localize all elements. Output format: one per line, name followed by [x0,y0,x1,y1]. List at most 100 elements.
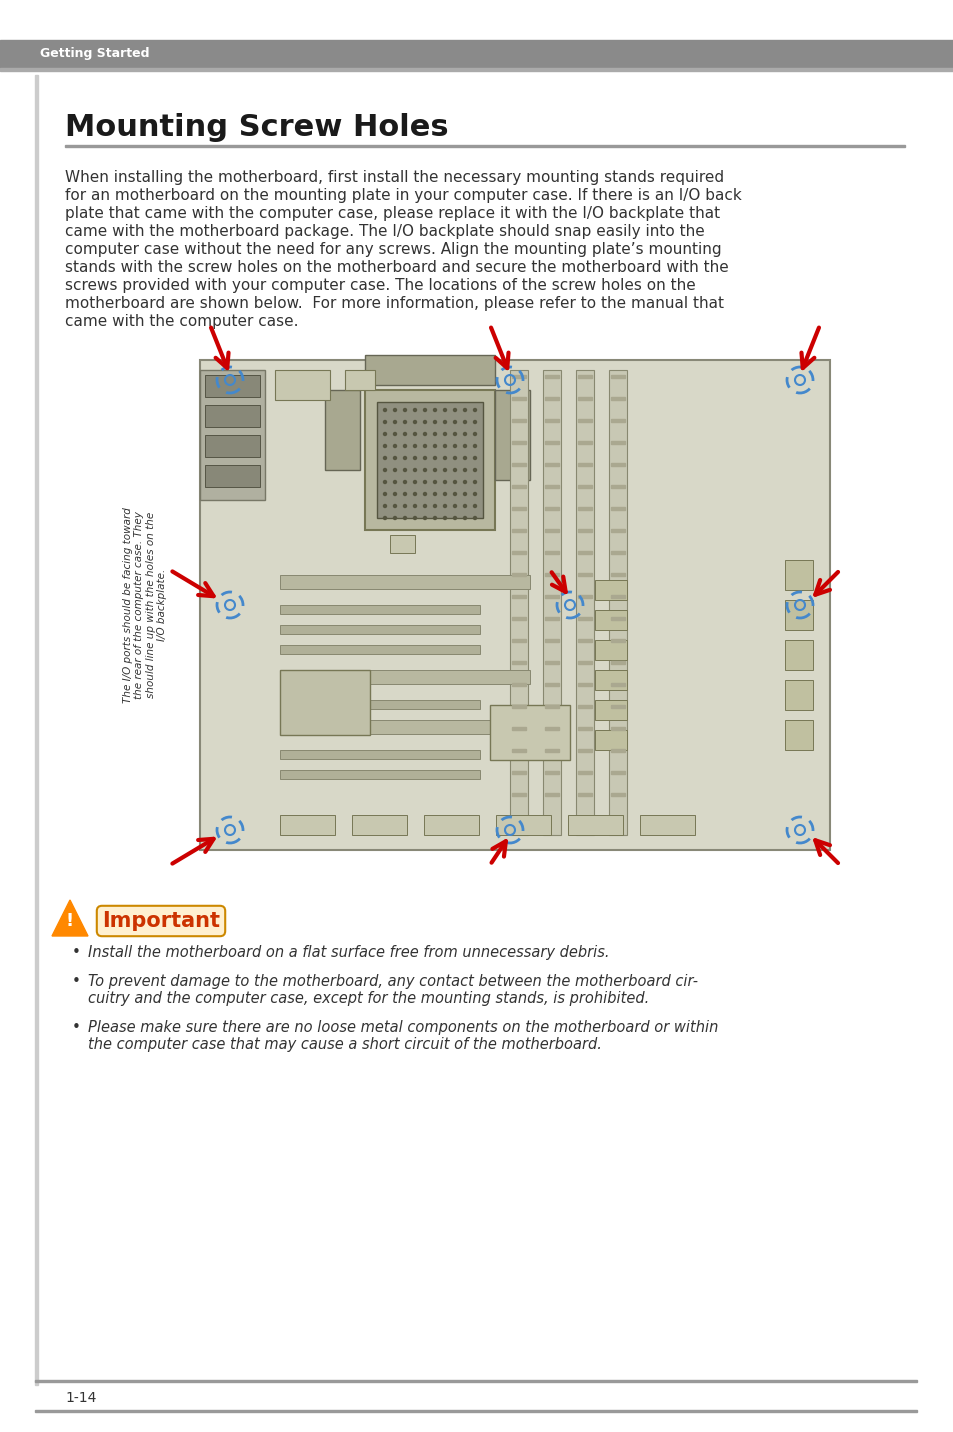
Bar [496,815,551,835]
Bar [0,40,953,67]
Bar [274,369,330,400]
Circle shape [393,493,396,495]
Bar [610,441,624,444]
Bar [544,507,558,510]
Bar [280,670,370,735]
Text: came with the motherboard package. The I/O backplate should snap easily into the: came with the motherboard package. The I… [65,223,704,239]
Bar [544,770,558,775]
Bar [544,596,558,599]
Circle shape [423,517,426,520]
Bar [280,815,335,835]
Bar [544,793,558,796]
Circle shape [403,408,406,411]
Text: The I/O ports should be facing toward
the rear of the computer case. They
should: The I/O ports should be facing toward th… [123,507,167,703]
Circle shape [433,504,436,507]
Circle shape [403,481,406,484]
Circle shape [413,457,416,460]
Circle shape [473,421,476,424]
Circle shape [383,408,386,411]
Bar [784,560,812,590]
Bar [610,551,624,554]
Bar [578,617,592,620]
Circle shape [413,504,416,507]
Circle shape [433,408,436,411]
Bar [578,793,592,796]
Circle shape [413,493,416,495]
Circle shape [383,444,386,447]
Text: cuitry and the computer case, except for the mounting stands, is prohibited.: cuitry and the computer case, except for… [88,991,649,1007]
Bar [544,397,558,400]
Bar [280,624,479,634]
Bar [578,662,592,664]
Bar [578,375,592,378]
Bar [610,617,624,620]
Bar [610,420,624,422]
Bar [544,463,558,465]
Circle shape [473,444,476,447]
Circle shape [433,421,436,424]
Circle shape [433,444,436,447]
Bar [578,705,592,707]
Bar [784,600,812,630]
Text: Please make sure there are no loose metal components on the motherboard or withi: Please make sure there are no loose meta… [88,1020,718,1035]
Bar [35,74,38,1385]
Circle shape [383,481,386,484]
Bar [544,485,558,488]
Bar [365,390,495,530]
Bar [352,815,407,835]
Bar [490,705,569,760]
Bar [578,770,592,775]
Bar [544,375,558,378]
Circle shape [453,408,456,411]
Bar [512,551,525,554]
Circle shape [423,481,426,484]
Bar [610,639,624,642]
Circle shape [443,493,446,495]
Bar [544,662,558,664]
Circle shape [403,493,406,495]
Circle shape [443,517,446,520]
Circle shape [453,432,456,435]
Bar [595,670,626,690]
Text: •: • [71,1020,81,1035]
Bar [280,720,530,735]
Bar [578,551,592,554]
Circle shape [453,444,456,447]
Bar [280,644,479,654]
Bar [512,507,525,510]
Bar [325,390,359,470]
Bar [423,815,478,835]
Bar [512,528,525,533]
Bar [784,720,812,750]
Bar [280,750,479,759]
Bar [595,610,626,630]
Text: for an motherboard on the mounting plate in your computer case. If there is an I: for an motherboard on the mounting plate… [65,188,741,203]
Circle shape [463,457,466,460]
Circle shape [383,517,386,520]
Bar [512,770,525,775]
Bar [512,375,525,378]
Bar [610,770,624,775]
Circle shape [413,444,416,447]
Bar [544,683,558,686]
Circle shape [403,504,406,507]
Circle shape [463,408,466,411]
Bar [610,397,624,400]
Bar [595,700,626,720]
Circle shape [433,493,436,495]
Text: Getting Started: Getting Started [40,47,150,60]
Bar [544,639,558,642]
Circle shape [453,468,456,471]
Circle shape [383,432,386,435]
Bar [512,441,525,444]
Bar [544,705,558,707]
Circle shape [383,457,386,460]
Circle shape [413,481,416,484]
Bar [578,397,592,400]
Circle shape [443,481,446,484]
Circle shape [463,493,466,495]
Circle shape [423,432,426,435]
Bar [578,463,592,465]
Bar [578,420,592,422]
Circle shape [383,504,386,507]
